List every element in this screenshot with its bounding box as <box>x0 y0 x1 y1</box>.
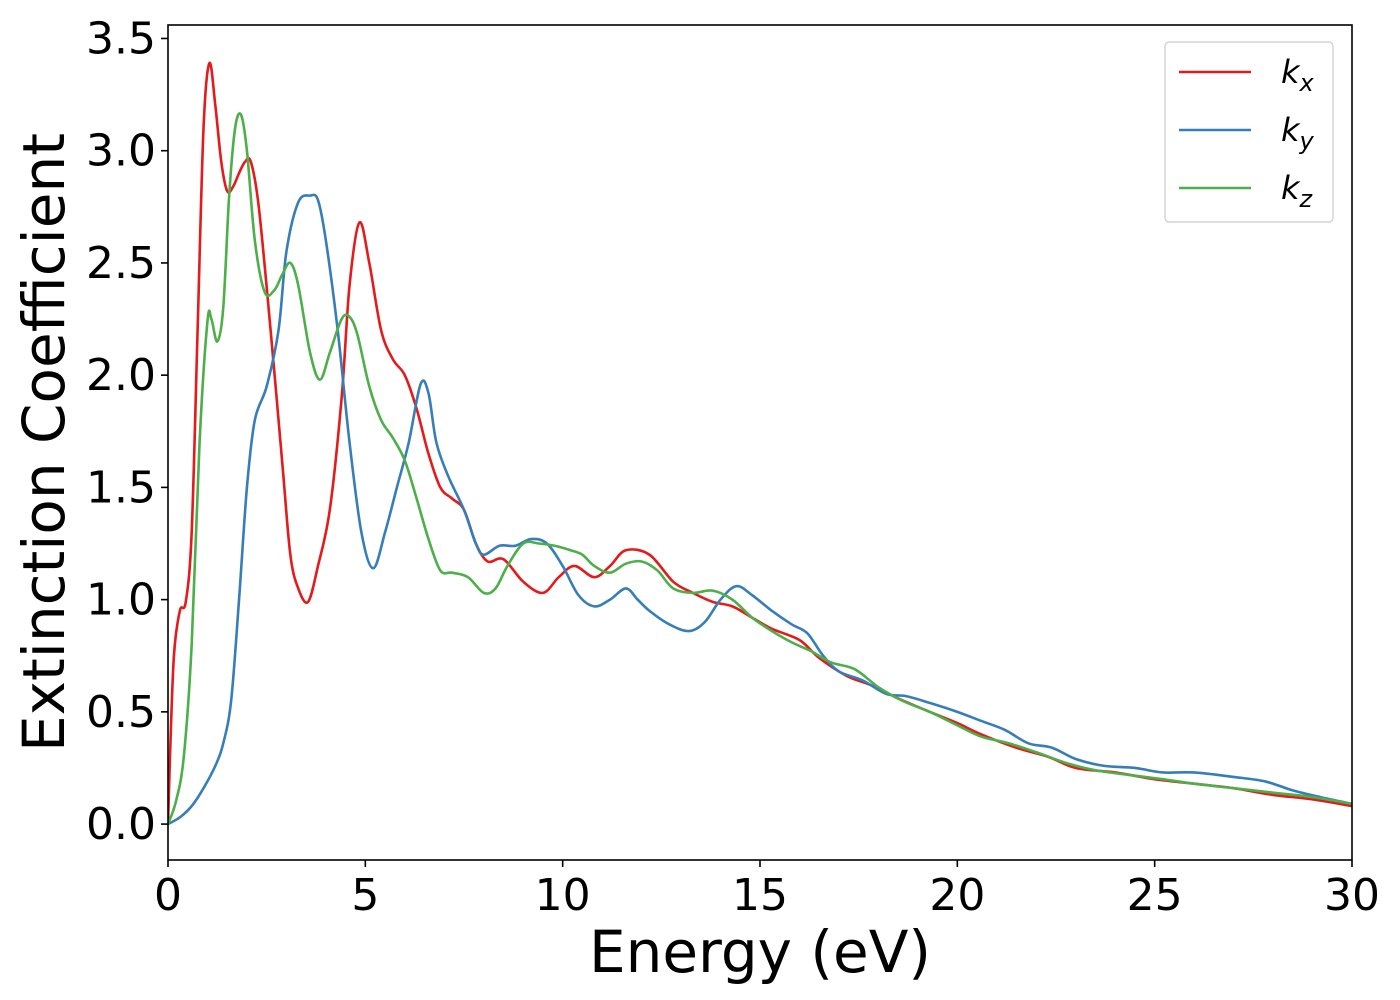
legend-label-kz: kz <box>1281 169 1314 213</box>
x-tick-label: 15 <box>732 870 788 921</box>
y-tick-label: 0.0 <box>86 799 156 850</box>
series-line-kz <box>168 112 1352 825</box>
x-axis-title: Energy (eV) <box>589 918 931 986</box>
x-tick-label: 30 <box>1324 870 1380 921</box>
series-line-ky <box>168 193 1352 826</box>
legend-box <box>1164 41 1334 223</box>
y-tick-label: 2.5 <box>86 238 156 289</box>
legend-label-ky: ky <box>1281 111 1315 155</box>
y-tick-label: 1.5 <box>86 462 156 513</box>
x-axis-ticks: 0 5 10 15 20 25 30 <box>154 860 1380 921</box>
y-tick-label: 1.0 <box>86 575 156 626</box>
x-tick-label: 10 <box>535 870 591 921</box>
legend: kx ky kz <box>1164 41 1334 223</box>
y-axis-ticks: 0.0 0.5 1.0 1.5 2.0 2.5 3.0 3.5 <box>86 13 168 850</box>
x-tick-label: 25 <box>1127 870 1183 921</box>
y-tick-label: 2.0 <box>86 350 156 401</box>
x-tick-label: 0 <box>154 870 182 921</box>
legend-label-kx: kx <box>1281 53 1315 97</box>
y-axis-title: Extinction Coefficient <box>10 133 78 752</box>
series-layer <box>168 61 1352 826</box>
y-tick-label: 3.5 <box>86 13 156 64</box>
y-tick-label: 3.0 <box>86 126 156 177</box>
x-tick-label: 20 <box>929 870 985 921</box>
y-tick-label: 0.5 <box>86 687 156 738</box>
x-tick-label: 5 <box>351 870 379 921</box>
